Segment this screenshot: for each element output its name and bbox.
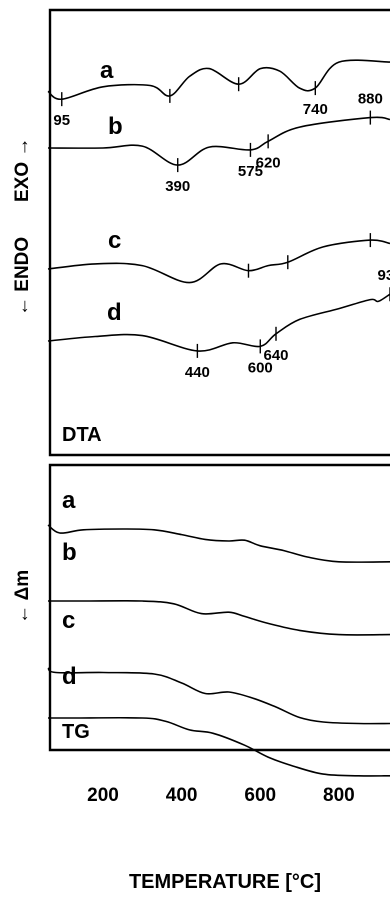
x-tick-label-600: 600 bbox=[244, 785, 276, 806]
dta-curve-label-d: d bbox=[107, 299, 122, 326]
dta-curve-c bbox=[47, 239, 390, 284]
tg-curve-b bbox=[48, 599, 390, 636]
tg-curve-d bbox=[48, 716, 390, 777]
tg-curve-a bbox=[47, 524, 390, 563]
dta-y-axis-label: ← ENDO EXO → bbox=[12, 138, 33, 316]
dta-panel-frame bbox=[48, 8, 390, 457]
x-tick-label-200: 200 bbox=[87, 785, 119, 806]
dta-peak-label-b-390: 390 bbox=[165, 178, 190, 195]
x-tick-label-400: 400 bbox=[166, 785, 198, 806]
dta-peak-label-b-880: 880 bbox=[358, 91, 383, 108]
dta-peak-label-d-930: 930 bbox=[377, 267, 390, 284]
dta-panel-label: DTA bbox=[62, 424, 102, 446]
tg-panel-label: TG bbox=[62, 721, 90, 743]
endo-label: ← ENDO bbox=[12, 237, 33, 316]
dta-peak-label-b-575: 575 bbox=[238, 163, 263, 180]
dta-peak-label-d-440: 440 bbox=[185, 364, 210, 381]
dta-peak-label-b-620: 620 bbox=[256, 154, 281, 171]
tg-curve-label-b: b bbox=[62, 539, 77, 566]
x-axis-title: TEMPERATURE [°C] bbox=[129, 871, 321, 893]
x-tick-label-800: 800 bbox=[323, 785, 355, 806]
dta-curve-label-c: c bbox=[108, 227, 121, 254]
tg-panel-frame bbox=[48, 463, 390, 752]
exo-label: EXO → bbox=[12, 138, 33, 202]
tg-curve-label-c: c bbox=[62, 607, 75, 634]
dta-curve-d bbox=[47, 293, 390, 352]
tg-curve-c bbox=[47, 667, 390, 725]
dta-curve-b bbox=[47, 116, 390, 166]
dta-curve-a bbox=[47, 59, 390, 101]
delta-m-label: ← Δm bbox=[12, 570, 33, 624]
dta-curve-label-b: b bbox=[108, 113, 123, 140]
tg-curve-label-a: a bbox=[62, 487, 76, 514]
dta-peak-label-d-600: 600 bbox=[248, 359, 273, 376]
dta-peak-label-a-740: 740 bbox=[303, 101, 328, 118]
x-axis: 200 400 600 800 bbox=[87, 785, 355, 806]
dta-peak-label-d-640: 640 bbox=[263, 347, 288, 364]
dta-curve-label-a: a bbox=[100, 57, 114, 84]
tg-curve-label-d: d bbox=[62, 663, 77, 690]
dta-peak-label-a-95: 95 bbox=[53, 112, 70, 129]
tg-curves: ab c d bbox=[47, 487, 390, 777]
tg-y-axis-label: ← Δm bbox=[12, 570, 33, 624]
